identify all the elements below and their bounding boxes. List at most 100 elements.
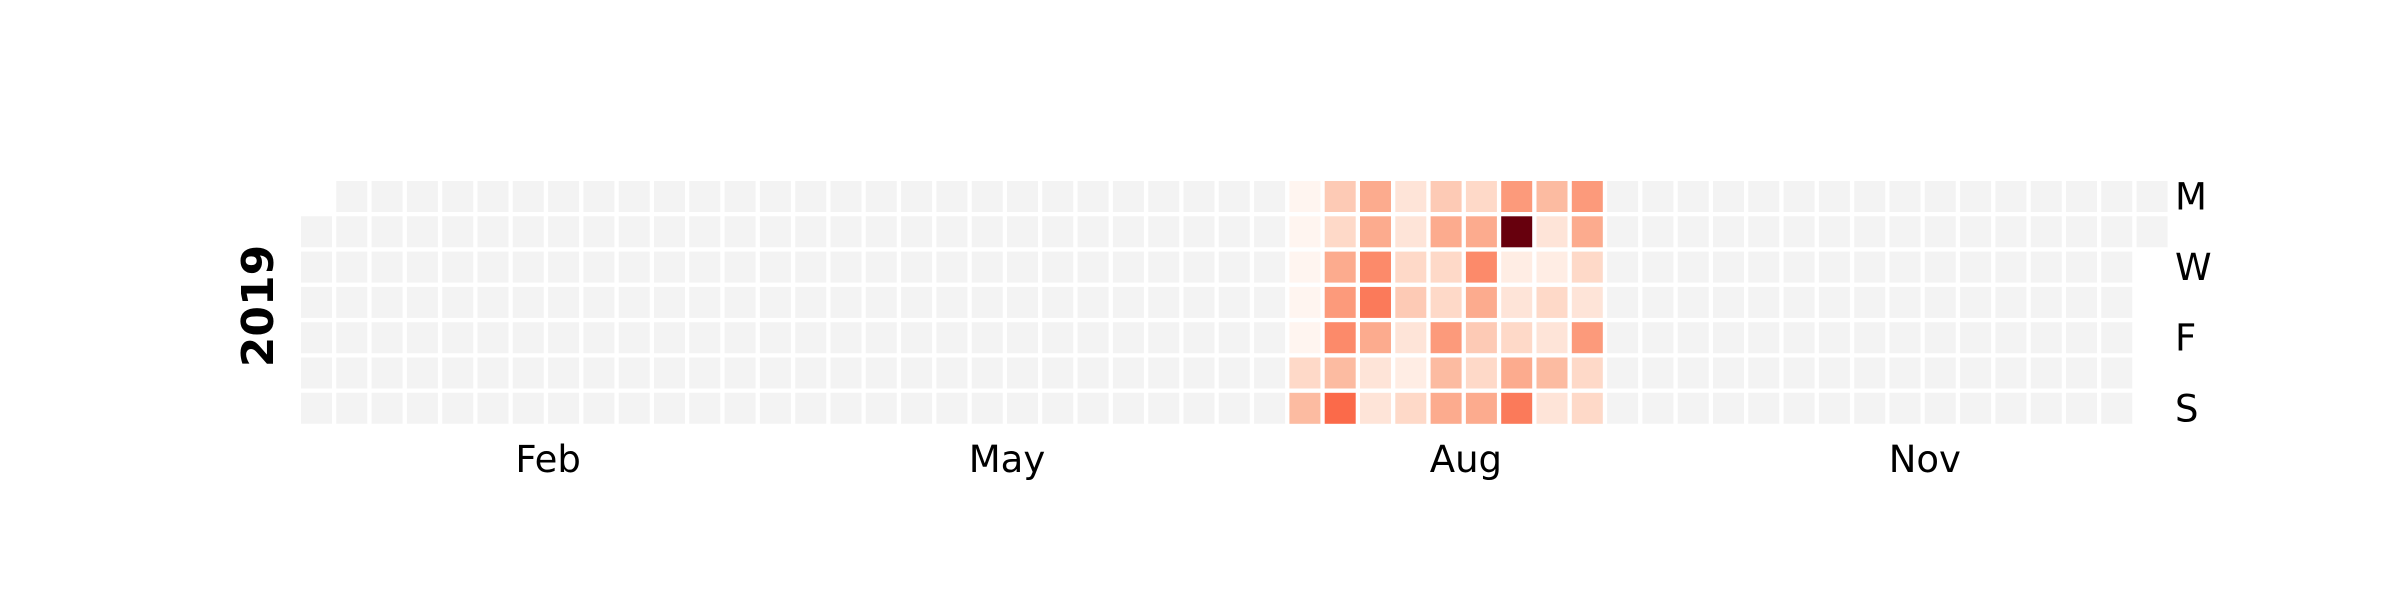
day-cell — [759, 181, 791, 212]
day-cell — [406, 392, 438, 424]
day-cell — [1571, 322, 1603, 354]
day-cell — [1501, 392, 1533, 424]
month-labels: Feb May Aug Nov — [515, 438, 1961, 481]
day-cell — [1360, 357, 1391, 389]
day-cell — [2030, 392, 2062, 424]
day-cell — [1924, 357, 1956, 389]
day-cell — [795, 392, 827, 424]
day-cell — [1571, 251, 1603, 283]
day-cell — [406, 216, 438, 248]
day-cell — [1536, 322, 1568, 354]
day-cell — [2101, 216, 2133, 248]
day-cell — [689, 286, 721, 318]
day-cell — [371, 181, 403, 212]
day-cell — [1254, 322, 1286, 354]
day-cell — [336, 216, 368, 248]
day-cell — [1183, 251, 1215, 283]
day-cell — [583, 181, 615, 212]
day-cell — [301, 251, 332, 283]
day-cell — [901, 181, 933, 212]
day-cell — [1077, 216, 1109, 248]
day-cell — [2030, 357, 2062, 389]
day-cell — [2066, 357, 2097, 389]
day-cell — [1748, 181, 1780, 212]
day-cell — [1289, 216, 1321, 248]
day-cell — [654, 181, 685, 212]
day-cell — [1960, 251, 1992, 283]
day-cell — [1536, 357, 1568, 389]
day-cell — [865, 357, 897, 389]
day-cell — [830, 392, 862, 424]
day-cell — [1924, 216, 1956, 248]
day-cell — [1960, 392, 1992, 424]
day-cell — [406, 357, 438, 389]
day-cell — [830, 251, 862, 283]
day-cell — [1218, 322, 1250, 354]
day-cell — [1889, 286, 1921, 318]
day-cell — [618, 251, 650, 283]
day-cell — [371, 357, 403, 389]
day-cell — [1995, 216, 2027, 248]
day-cell — [1889, 357, 1921, 389]
day-cell — [1360, 251, 1391, 283]
day-cell — [1183, 286, 1215, 318]
day-cell — [971, 357, 1003, 389]
day-cell — [830, 286, 862, 318]
day-cell — [1148, 286, 1180, 318]
day-cell — [1254, 251, 1286, 283]
day-cell — [2066, 251, 2097, 283]
day-cell — [1889, 216, 1921, 248]
day-cell — [1642, 216, 1674, 248]
day-cell — [1042, 216, 1074, 248]
day-cell — [936, 357, 968, 389]
day-cell — [1748, 251, 1780, 283]
day-cell — [336, 181, 368, 212]
day-cell — [301, 322, 332, 354]
day-cell — [371, 216, 403, 248]
day-cell — [548, 357, 580, 389]
day-cell — [1713, 286, 1744, 318]
day-cell — [1536, 251, 1568, 283]
day-cell — [442, 216, 474, 248]
day-cell — [1395, 251, 1427, 283]
day-cell — [1854, 216, 1886, 248]
day-cell — [301, 286, 332, 318]
day-cell — [1607, 216, 1639, 248]
day-cell — [1748, 322, 1780, 354]
day-cell — [301, 357, 332, 389]
day-cell — [477, 251, 509, 283]
day-cell — [1183, 392, 1215, 424]
day-cell — [1148, 392, 1180, 424]
day-cell — [724, 392, 756, 424]
day-cell — [1607, 286, 1639, 318]
day-cell — [1465, 251, 1497, 283]
day-cell — [759, 251, 791, 283]
day-cell — [1112, 392, 1144, 424]
day-cell — [336, 392, 368, 424]
day-cell — [406, 181, 438, 212]
day-cell — [1112, 181, 1144, 212]
day-cell — [865, 322, 897, 354]
day-cell — [2066, 216, 2097, 248]
day-cell — [442, 322, 474, 354]
day-cell — [936, 216, 968, 248]
day-cell — [865, 181, 897, 212]
day-cell — [689, 392, 721, 424]
day-cell — [1324, 392, 1356, 424]
month-label: Aug — [1430, 438, 1502, 481]
day-cell — [1607, 181, 1639, 212]
day-cell — [1748, 357, 1780, 389]
day-cell — [689, 322, 721, 354]
day-cell — [1395, 357, 1427, 389]
day-cell — [724, 251, 756, 283]
day-cell — [830, 322, 862, 354]
day-cell — [1995, 357, 2027, 389]
day-cell — [971, 392, 1003, 424]
day-cell — [1995, 286, 2027, 318]
day-cell — [406, 251, 438, 283]
day-cell — [901, 251, 933, 283]
day-cell — [795, 216, 827, 248]
day-cell — [936, 322, 968, 354]
day-cell — [1748, 216, 1780, 248]
